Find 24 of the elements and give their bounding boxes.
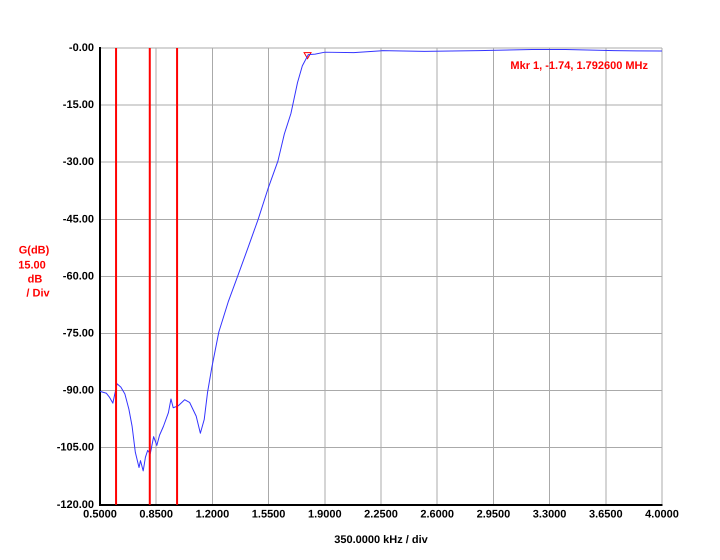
y-tick-label: -90.00	[62, 384, 94, 397]
y-tick-label: -0.00	[68, 42, 94, 54]
x-tick-label: 2.6000	[420, 508, 454, 520]
y-tick-label: -120.00	[56, 498, 94, 511]
text: 15.00 dB / Div	[18, 260, 50, 300]
y-tick-label: -60.00	[62, 270, 94, 282]
x-axis-title: 350.0000 kHz / div	[334, 534, 429, 546]
x-tick-label: 4.0000	[645, 508, 679, 520]
y-tick-label: -75.00	[62, 328, 94, 340]
x-tick-label: 3.6500	[588, 508, 623, 520]
x-tick-label: 1.2000	[196, 508, 230, 520]
y-axis-title: G(dB)	[18, 244, 50, 257]
x-tick-label: 1.5500	[252, 508, 286, 520]
y-tick-label: -105.00	[56, 442, 94, 454]
x-tick-label: 0.5000	[83, 508, 117, 520]
x-tick-label: 1.9000	[308, 508, 342, 520]
x-tick-label: 3.3000	[532, 508, 566, 520]
annotation: Mkr 1, -1.74, 1.792600 MHz	[510, 60, 648, 72]
x-tick-label: 2.2500	[364, 508, 398, 520]
x-tick-label: 0.8500	[139, 508, 174, 520]
y-tick-label: -15.00	[62, 99, 94, 112]
y-tick-label: -30.00	[62, 156, 94, 168]
y-tick-label: -45.00	[62, 213, 94, 226]
x-tick-label: 2.9500	[476, 508, 510, 520]
